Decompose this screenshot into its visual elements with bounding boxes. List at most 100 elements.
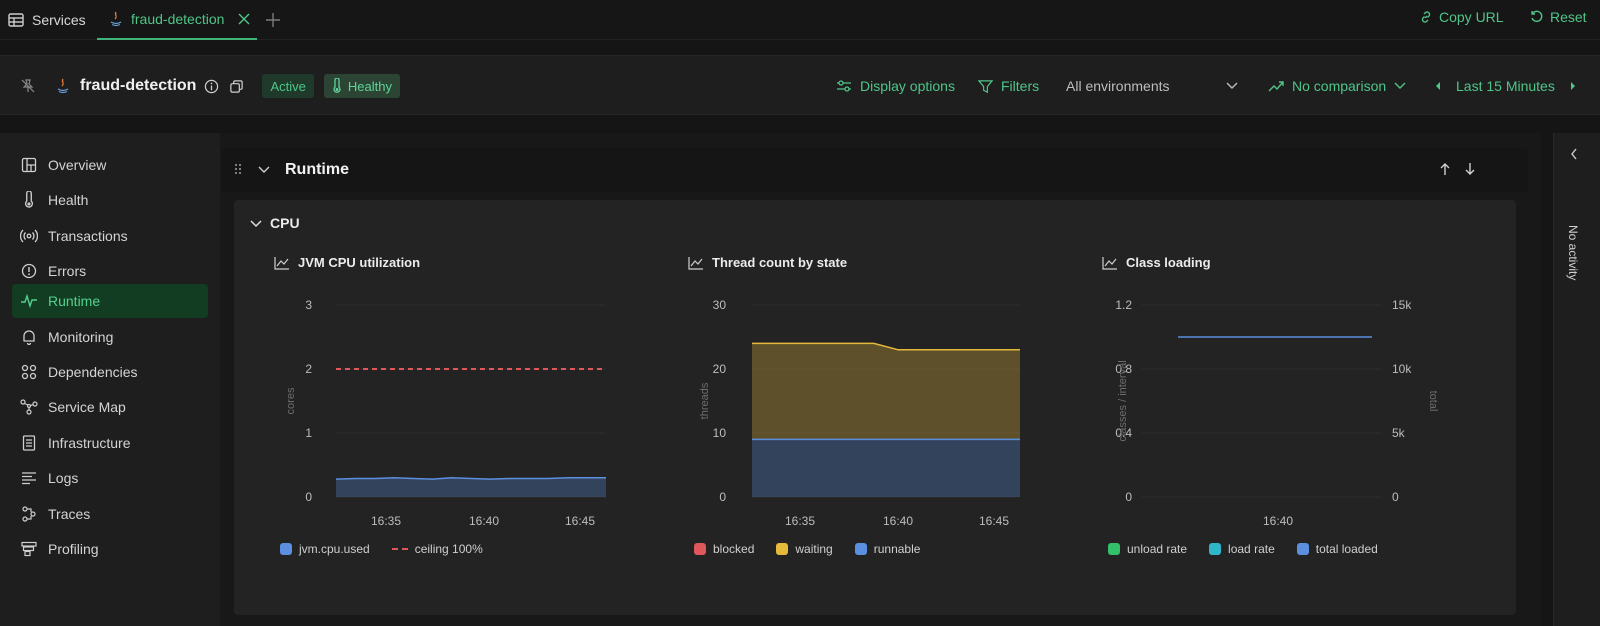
health-badge-label: Healthy: [347, 78, 392, 94]
legend-label: total loaded: [1315, 542, 1378, 556]
x-tick-label: 16:45: [565, 514, 595, 528]
section-title: Runtime: [285, 161, 349, 178]
sidebar-item-infrastructure[interactable]: Infrastructure: [12, 426, 208, 460]
legend-swatch: [776, 543, 789, 555]
layout-icon: [20, 156, 38, 174]
thermometer-icon: [20, 191, 38, 209]
sidebar-item-health[interactable]: Health: [12, 183, 208, 217]
sidebar-item-dependencies[interactable]: Dependencies: [12, 355, 208, 389]
filter-icon: [978, 79, 993, 94]
sidebar-item-label: Monitoring: [48, 329, 114, 345]
legend-label: jvm.cpu.used: [299, 542, 370, 556]
sidebar-item-runtime[interactable]: Runtime: [12, 284, 208, 318]
caret-left-icon[interactable]: [1434, 81, 1442, 91]
legend-item[interactable]: total loaded: [1296, 542, 1378, 556]
flame-table-icon: [20, 540, 38, 558]
y-tick-label: 10k: [1392, 362, 1412, 376]
tab-services-label: Services: [32, 12, 86, 28]
line-chart-icon: [1102, 256, 1118, 270]
legend-item[interactable]: jvm.cpu.used: [280, 542, 370, 556]
chart-legend: jvm.cpu.used ceiling 100%: [280, 542, 483, 556]
time-range-picker[interactable]: Last 15 Minutes: [1434, 56, 1577, 116]
sidebar-item-errors[interactable]: Errors: [12, 254, 208, 288]
y-tick-label: 30: [713, 298, 727, 312]
display-options-button[interactable]: Display options: [836, 56, 955, 116]
chart-plot-area: 30 20 10 0 threads 16:35 16:40 16:45: [699, 298, 1020, 528]
sidebar-item-label: Service Map: [48, 399, 126, 415]
sidebar-item-service-map[interactable]: Service Map: [12, 390, 208, 424]
y-axis-label: cores: [285, 387, 297, 414]
info-icon[interactable]: [204, 79, 219, 94]
sidebar-item-label: Dependencies: [48, 364, 138, 380]
series-area-jvm-cpu-used: [336, 477, 606, 497]
tab-services[interactable]: Services: [8, 0, 86, 40]
thread-count-chart: Thread count by state 30 20 10 0 threads 16:3…: [688, 255, 1088, 575]
legend-item[interactable]: runnable: [854, 542, 920, 556]
y-tick-label: 5k: [1392, 426, 1406, 440]
y-tick-label: 0: [719, 490, 726, 504]
chevron-down-icon[interactable]: [258, 166, 270, 174]
y-tick-label: 0: [1392, 490, 1399, 504]
y-tick-label: 0.4: [1115, 426, 1132, 440]
chart-legend: blocked waiting runnable: [694, 542, 920, 556]
chevron-down-icon[interactable]: [250, 220, 262, 228]
reset-button[interactable]: Reset: [1530, 0, 1587, 34]
legend-item[interactable]: waiting: [776, 542, 833, 556]
y-tick-label: 3: [305, 298, 312, 312]
legend-label: blocked: [713, 542, 755, 556]
y-tick-label: 0: [1125, 490, 1132, 504]
chevron-left-icon[interactable]: [1570, 148, 1578, 160]
comparison-label: No comparison: [1292, 78, 1387, 94]
class-loading-chart: Class loading 1.2 0.8 0.4 0 15k 10k 5k 0 classes…: [1102, 255, 1502, 575]
x-tick-label: 16:35: [371, 514, 401, 528]
legend-swatch: [1108, 543, 1120, 555]
line-chart-icon: [274, 256, 290, 270]
service-header: fraud-detection Active Healthy Display o…: [0, 55, 1600, 115]
x-tick-label: 16:40: [1263, 514, 1293, 528]
caret-right-icon[interactable]: [1569, 81, 1577, 91]
chevron-down-icon: [1226, 82, 1238, 90]
legend-swatch: [694, 543, 706, 555]
tab-fraud-detection[interactable]: fraud-detection: [97, 0, 257, 40]
sidebar-item-logs[interactable]: Logs: [12, 461, 208, 495]
add-tab-button[interactable]: [266, 0, 280, 40]
close-icon[interactable]: [238, 13, 250, 25]
sidebar-item-label: Runtime: [48, 293, 101, 309]
trace-icon: [20, 505, 38, 523]
reset-label: Reset: [1550, 9, 1587, 25]
sidebar-item-transactions[interactable]: Transactions: [12, 219, 208, 253]
copy-url-button[interactable]: Copy URL: [1419, 0, 1504, 34]
y-tick-label: 0.8: [1115, 362, 1132, 376]
legend-item[interactable]: ceiling 100%: [391, 542, 483, 556]
legend-label: unload rate: [1127, 542, 1188, 556]
legend-item[interactable]: unload rate: [1108, 542, 1187, 556]
display-options-label: Display options: [860, 78, 955, 94]
sidebar-item-overview[interactable]: Overview: [12, 148, 208, 182]
legend-item[interactable]: load rate: [1209, 542, 1275, 556]
arrow-up-icon[interactable]: [1440, 162, 1450, 176]
java-icon: [109, 11, 123, 27]
y-tick-label: 20: [713, 362, 727, 376]
x-tick-label: 16:35: [785, 514, 815, 528]
arrow-down-icon[interactable]: [1465, 162, 1475, 176]
legend-item[interactable]: blocked: [694, 542, 754, 556]
sliders-icon: [836, 79, 852, 93]
sidebar-item-monitoring[interactable]: Monitoring: [12, 320, 208, 354]
java-icon: [56, 77, 70, 95]
drag-handle-icon[interactable]: [234, 163, 242, 175]
server-icon: [20, 434, 38, 452]
series-area-runnable: [752, 439, 1020, 497]
copy-url-label: Copy URL: [1439, 9, 1504, 25]
environment-select[interactable]: All environments: [1066, 56, 1238, 116]
filters-button[interactable]: Filters: [978, 56, 1039, 116]
comparison-select[interactable]: No comparison: [1268, 56, 1406, 116]
sidebar-item-traces[interactable]: Traces: [12, 497, 208, 531]
unpin-icon[interactable]: [20, 78, 36, 94]
sidebar-item-profiling[interactable]: Profiling: [12, 532, 208, 566]
copy-icon[interactable]: [229, 79, 244, 94]
y-tick-label: 1.2: [1115, 298, 1132, 312]
legend-label: waiting: [795, 542, 833, 556]
status-badge: Active: [262, 74, 314, 98]
time-range-label: Last 15 Minutes: [1456, 78, 1555, 94]
link-icon: [1419, 10, 1433, 24]
